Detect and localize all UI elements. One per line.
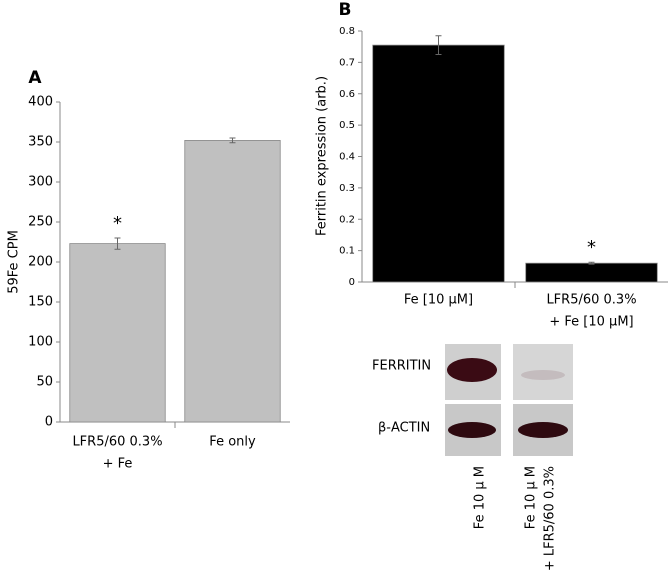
panel-label: A [28, 68, 42, 88]
x-tick-label: + Fe [10 μM] [549, 315, 633, 330]
blot-images [445, 344, 573, 456]
y-tick-label: 0.8 [339, 26, 355, 37]
blot-column-label: Fe 10 μ M [524, 466, 539, 529]
y-tick-label: 0.4 [339, 152, 355, 163]
y-tick-label: 0.5 [339, 120, 355, 131]
bar [372, 44, 505, 283]
y-tick-label: 0.2 [339, 214, 355, 225]
bar [184, 139, 281, 423]
y-tick-label: 0 [45, 415, 53, 430]
y-tick-label: 350 [28, 135, 53, 150]
y-axis-title: 59Fe CPM [7, 230, 22, 294]
blot-row-label: β-ACTIN [378, 421, 430, 436]
bar [525, 262, 658, 283]
blot-column-label: + LFR5/60 0.3% [543, 466, 558, 571]
x-tick-label: LFR5/60 0.3% [546, 293, 636, 308]
y-tick-label: 400 [28, 95, 53, 110]
panel-label: B [339, 0, 352, 20]
y-tick-label: 200 [28, 255, 53, 270]
x-tick-label: Fe [10 μM] [404, 293, 473, 308]
bar [69, 243, 166, 423]
y-tick-label: 0.1 [339, 246, 355, 257]
x-tick-label: + Fe [103, 457, 133, 472]
y-tick-label: 100 [28, 335, 53, 350]
error-bar [588, 261, 595, 265]
x-tick-label: Fe only [209, 435, 256, 450]
y-tick-label: 0.7 [339, 57, 355, 68]
error-bar [435, 35, 442, 56]
y-tick-label: 0 [349, 277, 355, 288]
significance-marker: * [587, 237, 596, 258]
y-tick-label: 300 [28, 175, 53, 190]
blot-column-label: Fe 10 μ M [473, 466, 488, 529]
y-tick-label: 150 [28, 295, 53, 310]
significance-marker: * [113, 213, 122, 234]
y-axis-title: Ferritin expression (arb.) [315, 76, 330, 236]
y-tick-label: 250 [28, 215, 53, 230]
x-tick-label: LFR5/60 0.3% [72, 435, 162, 450]
blot-row-label: FERRITIN [372, 359, 431, 374]
y-tick-label: 50 [36, 375, 53, 390]
y-tick-label: 0.3 [339, 183, 355, 194]
error-bar [229, 137, 236, 144]
y-tick-label: 0.6 [339, 89, 355, 100]
error-bar [114, 237, 121, 250]
